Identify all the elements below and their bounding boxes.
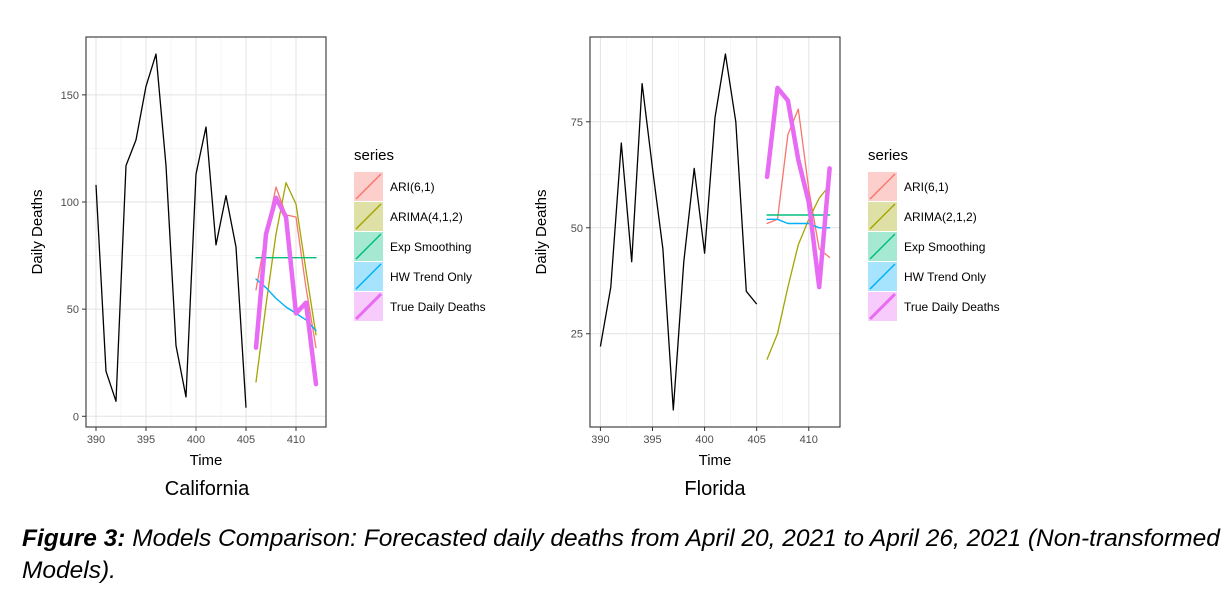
x-axis-label: Time	[699, 452, 732, 469]
x-tick-label: 400	[695, 434, 713, 446]
y-tick-label: 25	[571, 329, 583, 341]
legend-key-line	[868, 292, 897, 321]
x-tick-label: 400	[187, 434, 205, 446]
x-tick-label: 395	[137, 434, 155, 446]
legend-label: ARI(6,1)	[390, 180, 435, 194]
plot-border	[85, 36, 327, 428]
chart-title: California	[165, 478, 250, 500]
legend-label: HW Trend Only	[390, 270, 472, 284]
legend-key-line	[355, 203, 382, 230]
legend-label: ARIMA(2,1,2)	[904, 210, 977, 224]
legend-item: HW Trend Only	[868, 262, 986, 291]
x-tick-label: 395	[643, 434, 661, 446]
plot-area	[599, 53, 832, 411]
legend-item: Exp Smoothing	[868, 232, 985, 261]
x-tick-label: 410	[287, 434, 305, 446]
history-line	[599, 53, 758, 411]
caption-label: Figure 3:	[22, 525, 126, 552]
figure-caption: Figure 3: Models Comparison: Forecasted …	[22, 523, 1222, 587]
legend-key-line	[869, 263, 896, 290]
series-line-arima-2-1-2-	[766, 184, 831, 360]
y-tick-label: 50	[67, 304, 79, 316]
series-line-true-daily-deaths	[764, 85, 832, 290]
legend-key-line	[354, 292, 383, 321]
legend-key-line	[869, 173, 896, 200]
series-line-arima-4-1-2-	[255, 182, 317, 383]
legend: series ARI(6,1) ARIMA(4,1,2) Exp Smoothing H…	[354, 147, 486, 321]
x-axis-label: Time	[190, 452, 223, 469]
chart-panel-2: 390 395 400 405 410 25 50 75 Time Daily Deaths Flo…	[533, 36, 1000, 500]
history-line	[95, 53, 247, 408]
caption-text: Models Comparison: Forecasted daily deat…	[22, 525, 1220, 584]
y-tick-label: 0	[73, 411, 79, 423]
chart-title: Florida	[684, 478, 746, 500]
figure-canvas: 390 395 400 405 410 0 50 100 150 Time Daily Deaths…	[29, 36, 1000, 500]
legend-key-line	[355, 233, 382, 260]
legend-item: True Daily Deaths	[354, 292, 486, 321]
legend-key-line	[355, 173, 382, 200]
legend-item: Exp Smoothing	[354, 232, 471, 261]
legend-key-line	[869, 233, 896, 260]
legend-item: ARI(6,1)	[868, 172, 949, 201]
series-line-ari-6-1-	[766, 108, 831, 259]
x-tick-label: 405	[237, 434, 255, 446]
legend: series ARI(6,1) ARIMA(2,1,2) Exp Smoothing H…	[868, 147, 1000, 321]
legend-label: True Daily Deaths	[390, 300, 486, 314]
legend-label: ARIMA(4,1,2)	[390, 210, 463, 224]
legend-item: ARIMA(2,1,2)	[868, 202, 977, 231]
legend-title: series	[868, 147, 908, 164]
legend-item: True Daily Deaths	[868, 292, 1000, 321]
y-tick-label: 50	[571, 223, 583, 235]
series-line-true-daily-deaths	[253, 195, 319, 387]
x-tick-label: 390	[87, 434, 105, 446]
y-axis-label: Daily Deaths	[29, 189, 46, 274]
legend-key-line	[355, 263, 382, 290]
legend-label: True Daily Deaths	[904, 300, 1000, 314]
chart-panel-1: 390 395 400 405 410 0 50 100 150 Time Daily Deaths…	[29, 36, 486, 500]
x-tick-label: 405	[747, 434, 765, 446]
y-tick-label: 75	[571, 117, 583, 129]
plot-border	[589, 36, 841, 428]
legend-label: Exp Smoothing	[904, 240, 985, 254]
legend-label: ARI(6,1)	[904, 180, 949, 194]
x-tick-label: 390	[591, 434, 609, 446]
legend-item: ARI(6,1)	[354, 172, 435, 201]
legend-label: Exp Smoothing	[390, 240, 471, 254]
legend-item: ARIMA(4,1,2)	[354, 202, 463, 231]
y-tick-label: 150	[61, 90, 79, 102]
y-tick-label: 100	[61, 197, 79, 209]
legend-label: HW Trend Only	[904, 270, 986, 284]
y-axis-label: Daily Deaths	[533, 189, 550, 274]
legend-title: series	[354, 147, 394, 164]
series-line-hw-trend-only	[766, 218, 831, 229]
x-tick-label: 410	[800, 434, 818, 446]
legend-key-line	[869, 203, 896, 230]
legend-item: HW Trend Only	[354, 262, 472, 291]
plot-area	[95, 53, 319, 408]
